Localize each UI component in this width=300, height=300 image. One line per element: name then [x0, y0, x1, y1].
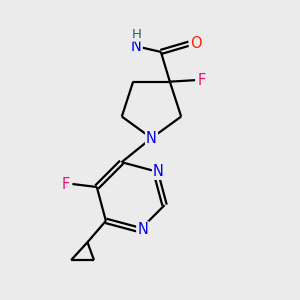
Text: H: H [131, 28, 141, 40]
Text: F: F [62, 176, 70, 191]
Text: N: N [131, 39, 142, 54]
Text: F: F [197, 73, 206, 88]
Text: O: O [190, 36, 202, 51]
Text: N: N [137, 222, 148, 237]
Text: N: N [146, 130, 157, 146]
Text: N: N [153, 164, 164, 179]
